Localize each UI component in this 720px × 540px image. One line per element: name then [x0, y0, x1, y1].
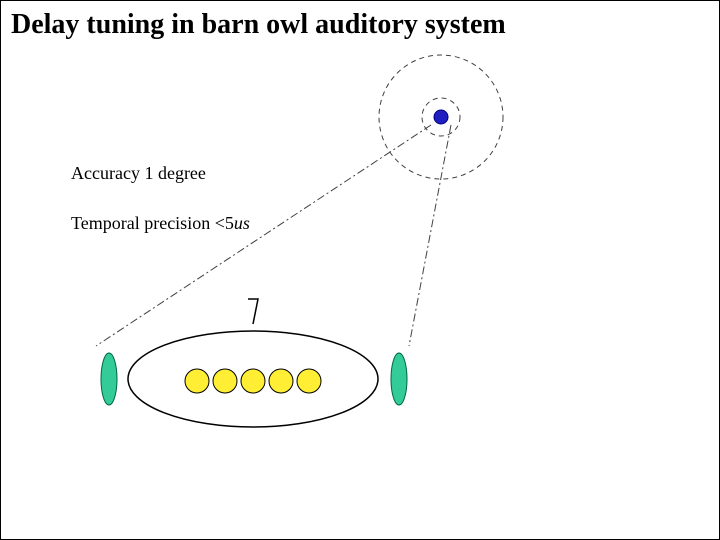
sound-line-left [96, 125, 431, 346]
slide: Delay tuning in barn owl auditory system… [0, 0, 720, 540]
neuron-circle-2 [241, 369, 265, 393]
right-ear [391, 353, 407, 405]
diagram-svg [1, 1, 720, 540]
neuron-circle-0 [185, 369, 209, 393]
beak-icon [248, 299, 258, 324]
sound-source-dot [434, 110, 448, 124]
left-ear [101, 353, 117, 405]
neuron-circle-1 [213, 369, 237, 393]
neuron-group [185, 369, 321, 393]
sound-line-right [409, 125, 451, 346]
neuron-circle-3 [269, 369, 293, 393]
neuron-circle-4 [297, 369, 321, 393]
